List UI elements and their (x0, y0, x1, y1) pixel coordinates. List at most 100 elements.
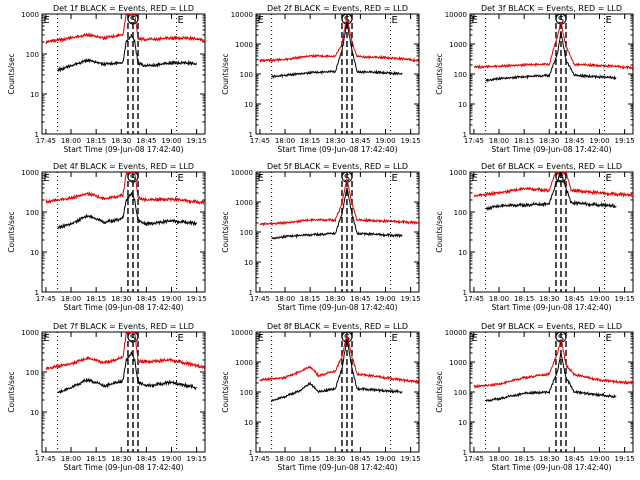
y-tick-label: 1000 (449, 41, 467, 49)
y-tick-label: 10000 (231, 329, 253, 337)
x-tick-label: 18:45 (350, 137, 370, 145)
y-tick-label: 1 (249, 449, 253, 457)
y-axis-label: Counts/sec (7, 53, 16, 94)
x-tick-label: 17:45 (250, 455, 270, 463)
e-marker-label: E (606, 333, 612, 344)
chart-panel-4: Det 4f BLACK = Events, RED = LLD 1 10 100 10… (7, 162, 207, 312)
x-tick-label: 18:00 (275, 455, 295, 463)
e-marker-label: E (472, 333, 478, 344)
x-tick-label: 17:45 (36, 295, 56, 303)
y-tick-label: 1000 (21, 329, 39, 337)
events-series-line (57, 351, 197, 394)
y-axis-label: Counts/sec (7, 371, 16, 412)
x-tick-label: 18:15 (86, 295, 106, 303)
lld-series-line (473, 172, 633, 198)
e-marker-label: E (178, 333, 184, 344)
x-tick-label: 18:45 (136, 137, 156, 145)
lld-series-line (259, 178, 419, 227)
lld-series-line (473, 21, 633, 71)
y-tick-label: 10000 (445, 329, 467, 337)
y-tick-label: 10 (458, 101, 467, 109)
y-tick-label: 10000 (231, 11, 253, 19)
x-tick-label: 18:15 (514, 295, 534, 303)
x-tick-label: 19:00 (161, 455, 181, 463)
panel-title: Det 5f BLACK = Events, RED = LLD (267, 162, 408, 171)
y-tick-label: 100 (240, 389, 253, 397)
x-tick-label: 17:45 (464, 137, 484, 145)
y-tick-label: 10 (30, 91, 39, 99)
x-tick-label: 18:15 (86, 455, 106, 463)
plot-frame (469, 331, 634, 453)
e-marker-label: E (472, 15, 478, 26)
y-tick-label: 10 (244, 259, 253, 267)
y-tick-label: 1000 (449, 359, 467, 367)
y-tick-label: 100 (26, 369, 39, 377)
y-tick-label: 10 (244, 419, 253, 427)
x-tick-label: 17:45 (250, 295, 270, 303)
x-tick-label: 18:30 (325, 455, 345, 463)
x-tick-label: 18:30 (111, 455, 131, 463)
x-tick-label: 18:30 (111, 295, 131, 303)
y-axis-label: Counts/sec (221, 371, 230, 412)
y-tick-label: 1 (249, 131, 253, 139)
x-tick-label: 19:15 (187, 137, 207, 145)
e-marker-label: E (606, 173, 612, 184)
x-axis-label: Start Time (09-Jun-08 17:42:40) (64, 463, 184, 472)
y-tick-label: 10 (458, 419, 467, 427)
x-tick-label: 19:15 (401, 455, 421, 463)
y-tick-label: 1000 (21, 169, 39, 177)
panel-title: Det 9f BLACK = Events, RED = LLD (481, 322, 622, 331)
x-tick-label: 18:45 (350, 295, 370, 303)
events-series-line (271, 337, 403, 403)
events-series-line (485, 31, 617, 83)
y-tick-label: 10 (244, 101, 253, 109)
x-axis-label: Start Time (09-Jun-08 17:42:40) (492, 145, 612, 154)
x-tick-label: 19:15 (187, 455, 207, 463)
y-tick-label: 10000 (231, 169, 253, 177)
plot-frame (469, 13, 634, 135)
x-axis-label: Start Time (09-Jun-08 17:42:40) (278, 145, 398, 154)
y-tick-label: 100 (454, 71, 467, 79)
panel-title: Det 3f BLACK = Events, RED = LLD (481, 4, 622, 13)
plot-frame (41, 171, 206, 293)
x-tick-label: 18:00 (61, 137, 81, 145)
s-marker-label: S (558, 173, 564, 184)
x-tick-label: 18:15 (514, 137, 534, 145)
x-tick-label: 19:15 (615, 137, 635, 145)
chart-panel-6: Det 6f BLACK = Events, RED = LLD 1 10 100 10… (435, 162, 635, 312)
y-tick-label: 100 (454, 389, 467, 397)
plot-frame (255, 13, 420, 135)
lld-series-line (473, 338, 633, 389)
e-marker-label: E (44, 15, 50, 26)
x-tick-label: 18:15 (514, 455, 534, 463)
s-marker-label: S (558, 15, 564, 26)
chart-panel-1: Det 1f BLACK = Events, RED = LLD 1 10 100 10… (7, 4, 207, 154)
x-tick-label: 17:45 (36, 137, 56, 145)
x-tick-label: 18:45 (136, 455, 156, 463)
y-tick-label: 10 (30, 409, 39, 417)
chart-panel-3: Det 3f BLACK = Events, RED = LLD 1 10 100 10… (435, 4, 635, 154)
x-tick-label: 18:15 (300, 295, 320, 303)
x-tick-label: 18:30 (539, 295, 559, 303)
e-marker-label: E (258, 333, 264, 344)
e-marker-label: E (258, 173, 264, 184)
x-tick-label: 18:45 (564, 455, 584, 463)
x-tick-label: 18:00 (275, 137, 295, 145)
e-marker-label: E (258, 15, 264, 26)
x-tick-label: 18:45 (350, 455, 370, 463)
x-tick-label: 19:15 (187, 295, 207, 303)
y-axis-label: Counts/sec (221, 53, 230, 94)
s-marker-label: S (130, 15, 136, 26)
panel-title: Det 1f BLACK = Events, RED = LLD (53, 4, 194, 13)
x-tick-label: 18:00 (489, 455, 509, 463)
panel-title: Det 4f BLACK = Events, RED = LLD (53, 162, 194, 171)
x-tick-label: 18:00 (61, 455, 81, 463)
x-tick-label: 17:45 (464, 455, 484, 463)
y-tick-label: 1 (463, 449, 467, 457)
x-tick-label: 18:30 (325, 295, 345, 303)
x-tick-label: 19:00 (375, 137, 395, 145)
events-series-line (271, 186, 403, 240)
x-tick-label: 19:15 (401, 295, 421, 303)
y-tick-label: 1000 (235, 359, 253, 367)
e-marker-label: E (178, 173, 184, 184)
